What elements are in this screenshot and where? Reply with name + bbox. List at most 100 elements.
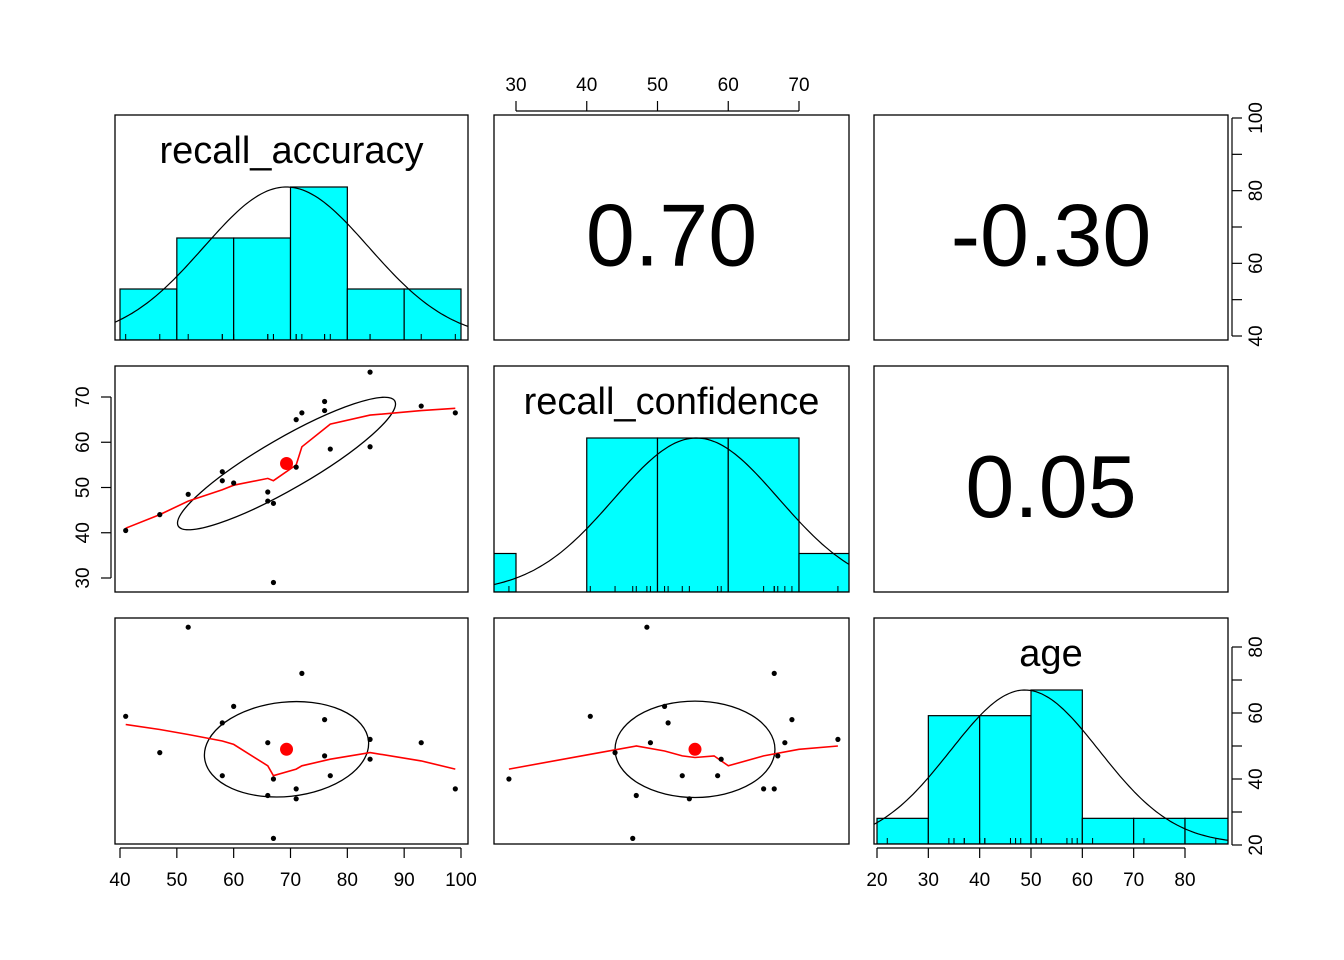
data-point bbox=[265, 740, 271, 746]
data-point bbox=[367, 444, 373, 450]
tick-label: 30 bbox=[73, 567, 94, 588]
mean-point bbox=[688, 742, 702, 756]
data-point bbox=[452, 786, 458, 792]
data-point bbox=[679, 773, 685, 779]
data-point bbox=[715, 773, 721, 779]
data-point bbox=[418, 403, 424, 409]
data-point bbox=[185, 491, 191, 497]
data-point bbox=[587, 713, 593, 719]
density-curve bbox=[115, 186, 468, 328]
correlation-ellipse bbox=[176, 396, 397, 531]
tick-label: 90 bbox=[394, 870, 415, 891]
data-point bbox=[718, 756, 724, 762]
tick-label: 70 bbox=[280, 870, 301, 891]
histogram-bar bbox=[289, 186, 348, 340]
tick-label: 80 bbox=[1174, 870, 1195, 891]
panel-border bbox=[493, 617, 850, 845]
histogram-bar bbox=[1081, 817, 1135, 844]
panel-border bbox=[114, 365, 469, 593]
histogram-bar bbox=[727, 437, 800, 592]
histogram-panel-recall_accuracy bbox=[115, 186, 468, 340]
histogram-bar bbox=[798, 552, 849, 592]
data-point bbox=[835, 736, 841, 743]
data-point bbox=[418, 740, 424, 746]
data-point bbox=[644, 624, 650, 630]
variable-name-age: age bbox=[1019, 633, 1082, 675]
data-point bbox=[647, 740, 654, 746]
panel-border bbox=[873, 365, 1229, 593]
tick-label: 60 bbox=[718, 75, 739, 96]
histogram-bar bbox=[494, 552, 517, 592]
data-point bbox=[157, 750, 163, 756]
data-point bbox=[270, 500, 277, 506]
data-point bbox=[789, 717, 795, 723]
data-point bbox=[782, 740, 788, 746]
correlation-label: 0.05 bbox=[965, 437, 1136, 536]
data-point bbox=[506, 776, 512, 782]
tick-label: 80 bbox=[1246, 636, 1267, 657]
correlation-label: -0.30 bbox=[951, 186, 1152, 285]
data-point bbox=[452, 410, 458, 416]
histogram-bar bbox=[927, 715, 981, 844]
data-point bbox=[761, 786, 767, 792]
data-point bbox=[299, 670, 305, 677]
variable-name-recall_accuracy: recall_accuracy bbox=[160, 130, 424, 172]
tick-label: 30 bbox=[505, 75, 526, 96]
data-point bbox=[219, 478, 225, 484]
tick-label: 40 bbox=[576, 75, 597, 96]
data-point bbox=[231, 703, 237, 710]
data-point bbox=[327, 773, 333, 779]
panel-border bbox=[114, 617, 469, 845]
tick-label: 80 bbox=[1246, 180, 1267, 201]
histogram-bar bbox=[876, 817, 929, 844]
data-point bbox=[299, 410, 305, 416]
data-point bbox=[686, 796, 692, 802]
data-point bbox=[775, 753, 781, 759]
scatter-panel-recall_accuracy-age bbox=[123, 624, 458, 842]
tick-label: 40 bbox=[969, 870, 990, 891]
histogram-bar bbox=[233, 237, 292, 340]
data-point bbox=[630, 835, 636, 842]
histogram-panel-age bbox=[874, 689, 1228, 844]
variable-name-recall_confidence: recall_confidence bbox=[524, 381, 820, 423]
tick-label: 60 bbox=[223, 870, 244, 891]
data-point bbox=[157, 512, 163, 518]
tick-label: 40 bbox=[73, 522, 94, 543]
tick-label: 60 bbox=[1246, 253, 1267, 274]
data-point bbox=[270, 835, 277, 842]
tick-label: 80 bbox=[337, 870, 358, 891]
tick-label: 60 bbox=[73, 432, 94, 453]
data-point bbox=[367, 369, 373, 375]
density-curve bbox=[494, 437, 849, 586]
tick-label: 20 bbox=[1246, 834, 1267, 855]
histogram-bar bbox=[656, 437, 729, 592]
data-point bbox=[322, 407, 328, 414]
histogram-bar bbox=[586, 437, 659, 592]
tick-label: 40 bbox=[109, 870, 130, 891]
data-point bbox=[265, 498, 271, 504]
tick-label: 50 bbox=[1020, 870, 1041, 891]
data-point bbox=[367, 736, 373, 743]
mean-point bbox=[280, 457, 294, 471]
data-point bbox=[665, 720, 671, 726]
panel-border bbox=[493, 365, 850, 593]
data-point bbox=[322, 717, 328, 723]
panel-border bbox=[873, 114, 1229, 341]
tick-label: 50 bbox=[647, 75, 668, 96]
tick-label: 60 bbox=[1072, 870, 1093, 891]
scatter-panel-recall_confidence-age bbox=[506, 624, 841, 842]
data-point bbox=[322, 398, 328, 405]
lowess-line bbox=[125, 407, 456, 529]
tick-label: 50 bbox=[73, 477, 94, 498]
histogram-panel-recall_confidence bbox=[494, 437, 849, 592]
mean-point bbox=[280, 742, 294, 756]
data-point bbox=[219, 469, 225, 475]
data-point bbox=[265, 489, 271, 495]
data-point bbox=[265, 792, 271, 799]
histogram-bar bbox=[176, 237, 235, 340]
correlation-label: 0.70 bbox=[586, 186, 757, 285]
data-point bbox=[293, 796, 299, 802]
data-point bbox=[327, 446, 333, 452]
data-point bbox=[612, 750, 618, 756]
